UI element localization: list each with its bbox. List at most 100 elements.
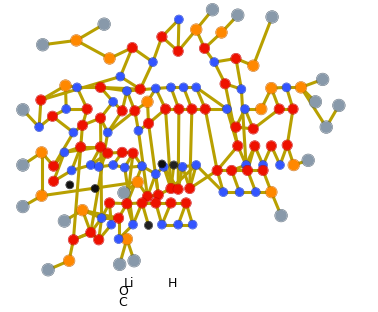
Point [146, 223, 152, 228]
Point [193, 163, 199, 168]
Point [176, 107, 182, 112]
Point [119, 150, 125, 155]
Point [39, 193, 45, 198]
Point [61, 150, 67, 155]
Point [124, 236, 130, 241]
Point [233, 124, 239, 129]
Point [39, 150, 45, 155]
Point [84, 107, 90, 112]
Point [122, 165, 128, 170]
Point [291, 163, 297, 168]
Point [124, 236, 130, 241]
Point [168, 186, 174, 191]
Point [284, 143, 290, 148]
Point [129, 45, 135, 50]
Point [74, 85, 80, 90]
Point [67, 183, 73, 188]
Point [242, 107, 248, 112]
Point [20, 107, 26, 112]
Point [245, 168, 251, 173]
Point [98, 85, 104, 90]
Point [150, 60, 156, 65]
Point [201, 46, 208, 51]
Point [70, 237, 76, 242]
Point [214, 168, 220, 173]
Point [20, 204, 26, 209]
Point [121, 190, 127, 195]
Point [183, 200, 189, 205]
Point [209, 7, 215, 12]
Point [284, 85, 290, 90]
Point [320, 77, 326, 82]
Point [50, 114, 56, 119]
Point [129, 45, 135, 50]
Point [45, 267, 51, 272]
Point [171, 163, 177, 168]
Point [110, 99, 116, 104]
Point [193, 85, 199, 90]
Point [146, 223, 152, 228]
Point [153, 86, 159, 91]
Point [233, 56, 239, 61]
Point [61, 150, 67, 155]
Point [131, 258, 137, 263]
Point [99, 216, 105, 221]
Point [99, 216, 105, 221]
Point [233, 56, 239, 61]
Point [323, 124, 329, 129]
Point [171, 163, 177, 168]
Point [168, 200, 174, 205]
Point [298, 85, 304, 90]
Point [117, 74, 123, 79]
Point [209, 7, 215, 12]
Point [252, 144, 258, 149]
Point [245, 168, 251, 173]
Point [268, 85, 274, 90]
Point [323, 124, 329, 129]
Point [98, 144, 104, 149]
Point [39, 150, 45, 155]
Point [276, 107, 282, 112]
Point [105, 151, 111, 156]
Point [159, 34, 165, 39]
Point [117, 262, 123, 267]
Point [139, 200, 145, 205]
Text: H: H [167, 277, 177, 290]
Point [181, 85, 187, 90]
Point [135, 128, 141, 133]
Point [20, 204, 26, 209]
Point [73, 38, 79, 43]
Point [336, 103, 342, 108]
Point [124, 201, 130, 206]
Point [268, 190, 274, 195]
Point [250, 126, 256, 131]
Point [121, 190, 127, 195]
Point [96, 237, 102, 242]
Point [124, 89, 130, 94]
Point [312, 99, 318, 104]
Point [190, 222, 196, 227]
Point [290, 107, 296, 112]
Point [110, 163, 116, 168]
Point [62, 83, 68, 88]
Point [124, 201, 130, 206]
Point [220, 190, 226, 195]
Point [84, 107, 90, 112]
Point [70, 130, 76, 135]
Point [159, 222, 165, 227]
Point [68, 168, 74, 173]
Point [20, 107, 26, 112]
Point [116, 216, 122, 221]
Point [276, 107, 282, 112]
Point [50, 114, 56, 119]
Point [336, 103, 342, 108]
Point [110, 163, 116, 168]
Point [146, 121, 152, 126]
Point [190, 222, 196, 227]
Point [189, 107, 195, 112]
Point [88, 230, 94, 235]
Point [36, 124, 42, 129]
Point [258, 107, 264, 112]
Point [63, 107, 69, 112]
Point [187, 186, 193, 191]
